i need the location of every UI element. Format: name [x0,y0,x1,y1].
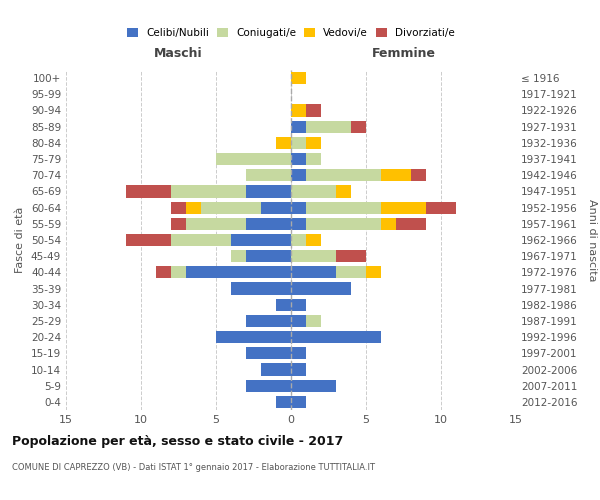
Text: Popolazione per età, sesso e stato civile - 2017: Popolazione per età, sesso e stato civil… [12,435,343,448]
Bar [306,137,321,149]
Bar [231,250,246,262]
Bar [291,234,306,246]
Bar [306,218,381,230]
Bar [366,266,381,278]
Bar [291,348,306,360]
Bar [126,186,171,198]
Bar [336,186,351,198]
Bar [291,266,336,278]
Bar [246,315,291,327]
Bar [291,137,306,149]
Bar [246,218,291,230]
Bar [276,396,291,408]
Bar [306,169,381,181]
Bar [291,282,351,294]
Y-axis label: Anni di nascita: Anni di nascita [587,198,597,281]
Bar [291,202,306,213]
Bar [216,331,291,343]
Bar [381,169,411,181]
Bar [396,218,426,230]
Bar [291,120,306,132]
Text: Maschi: Maschi [154,48,203,60]
Bar [291,315,306,327]
Bar [186,202,201,213]
Bar [231,234,291,246]
Text: COMUNE DI CAPREZZO (VB) - Dati ISTAT 1° gennaio 2017 - Elaborazione TUTTITALIA.I: COMUNE DI CAPREZZO (VB) - Dati ISTAT 1° … [12,462,375,471]
Bar [306,120,351,132]
Bar [291,153,306,165]
Bar [246,348,291,360]
Bar [171,218,186,230]
Bar [336,266,366,278]
Bar [291,169,306,181]
Bar [246,250,291,262]
Bar [186,266,291,278]
Bar [306,104,321,117]
Bar [276,137,291,149]
Bar [291,298,306,311]
Bar [231,282,291,294]
Bar [261,364,291,376]
Bar [291,250,336,262]
Bar [306,153,321,165]
Bar [306,315,321,327]
Bar [291,72,306,84]
Bar [276,298,291,311]
Bar [246,186,291,198]
Bar [291,364,306,376]
Bar [411,169,426,181]
Bar [381,218,396,230]
Legend: Celibi/Nubili, Coniugati/e, Vedovi/e, Divorziati/e: Celibi/Nubili, Coniugati/e, Vedovi/e, Di… [123,24,459,42]
Bar [381,202,426,213]
Bar [291,396,306,408]
Bar [426,202,456,213]
Bar [291,331,381,343]
Bar [126,234,171,246]
Bar [171,186,246,198]
Bar [186,218,246,230]
Y-axis label: Fasce di età: Fasce di età [16,207,25,273]
Bar [246,380,291,392]
Bar [171,266,186,278]
Bar [261,202,291,213]
Text: Femmine: Femmine [371,48,436,60]
Bar [291,380,336,392]
Bar [216,153,291,165]
Bar [291,218,306,230]
Bar [336,250,366,262]
Bar [171,202,186,213]
Bar [306,202,381,213]
Bar [306,234,321,246]
Bar [171,234,231,246]
Bar [291,104,306,117]
Bar [246,169,291,181]
Bar [291,186,336,198]
Bar [351,120,366,132]
Bar [156,266,171,278]
Bar [201,202,261,213]
